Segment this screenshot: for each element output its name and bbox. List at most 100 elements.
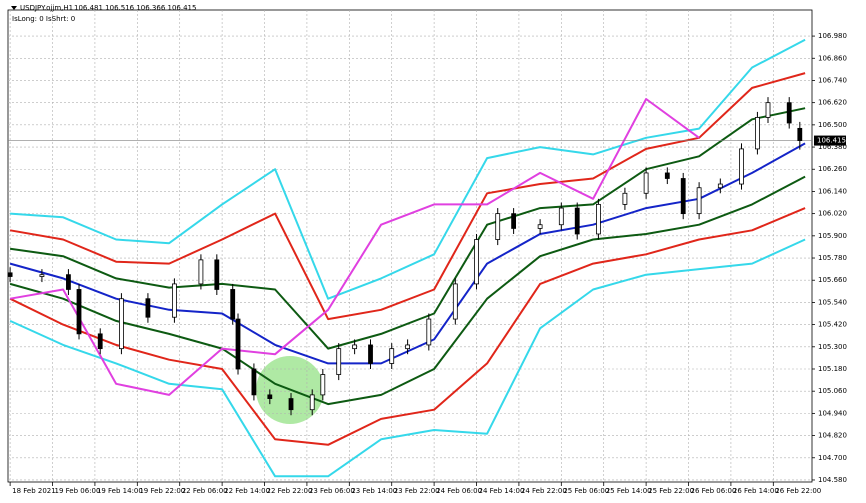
candle-body [558, 207, 564, 226]
y-tick-label: 106.140 [818, 187, 847, 195]
candle-body [511, 213, 517, 229]
x-tick-label: 25 Feb 06:00 [563, 487, 609, 495]
plot-frame [7, 9, 813, 483]
y-tick-label: 104.940 [818, 409, 847, 417]
y-tick-label: 106.980 [818, 32, 847, 40]
x-tick-label: 22 Feb 06:00 [182, 487, 228, 495]
candle-body [495, 213, 501, 240]
x-tick-label: 18 Feb 2021 [12, 487, 56, 495]
candle-body [755, 117, 760, 150]
candle-body [405, 344, 411, 350]
chart-subtitle: 106.481 106.516 106.366 106.415 [74, 4, 196, 12]
indicator-line [9, 107, 806, 350]
candle-body [622, 192, 628, 205]
symbol-icon [11, 6, 17, 10]
candle-body [664, 172, 670, 179]
y-tick-label: 106.740 [818, 76, 847, 84]
y-tick-label: 104.580 [818, 476, 847, 484]
chart-title: USDJPY.ojjm,H1 [20, 4, 73, 12]
y-tick-label: 104.820 [818, 432, 847, 440]
x-tick-label: 24 Feb 14:00 [479, 487, 525, 495]
y-tick-label: 106.860 [818, 54, 847, 62]
candle-body [267, 394, 273, 399]
x-tick-label: 23 Feb 22:00 [394, 487, 440, 495]
indicator-line [10, 38, 806, 300]
x-tick-label: 24 Feb 06:00 [436, 487, 482, 495]
candle-body [537, 224, 543, 229]
y-tick-label: 105.300 [818, 343, 847, 351]
x-tick-label: 25 Feb 14:00 [606, 487, 652, 495]
candle-body [172, 283, 177, 318]
x-tick-label: 26 Feb 22:00 [775, 487, 821, 495]
y-tick-label: 105.420 [818, 321, 847, 329]
candle-body [352, 344, 358, 350]
candle-body [680, 178, 686, 215]
candle-body [765, 102, 771, 118]
candle-body [452, 283, 458, 320]
y-tick-label: 104.700 [818, 454, 847, 462]
candle-body [426, 318, 432, 346]
candle-body [717, 183, 723, 189]
candle-body [574, 207, 580, 235]
candle-body [368, 344, 373, 364]
y-tick-label: 106.260 [818, 165, 847, 173]
candle-body [251, 368, 257, 396]
candle-body [336, 348, 342, 375]
x-tick-label: 26 Feb 14:00 [733, 487, 779, 495]
x-tick-label: 23 Feb 06:00 [309, 487, 355, 495]
candle-body [66, 274, 71, 290]
x-tick-label: 26 Feb 06:00 [691, 487, 737, 495]
x-tick-label: 23 Feb 14:00 [351, 487, 397, 495]
info-text: IsLong: 0 IsShrt: 0 [12, 15, 75, 23]
candle-body [198, 259, 204, 285]
x-tick-label: 24 Feb 22:00 [521, 487, 567, 495]
y-tick-label: 106.020 [818, 210, 847, 218]
x-tick-label: 19 Feb 22:00 [139, 487, 185, 495]
y-tick-label: 106.620 [818, 99, 847, 107]
candle-body [145, 298, 151, 318]
candle-body [235, 318, 241, 370]
indicator-layer [8, 38, 812, 478]
y-tick-label: 105.060 [818, 387, 847, 395]
x-tick-label: 22 Feb 14:00 [224, 487, 270, 495]
indicator-line [9, 72, 806, 321]
candle-body [7, 272, 13, 277]
x-tick-label: 25 Feb 22:00 [648, 487, 694, 495]
candle-body [596, 203, 601, 235]
y-tick-label: 105.540 [818, 298, 847, 306]
candle-body [786, 102, 792, 124]
candle-body [474, 239, 479, 285]
x-tick-label: 19 Feb 14:00 [97, 487, 143, 495]
y-tick-label: 105.900 [818, 232, 847, 240]
candle-body [739, 148, 744, 185]
indicator-line [9, 207, 806, 446]
candle-body [389, 348, 395, 364]
candle-body [643, 172, 649, 194]
y-tick-label: 106.500 [818, 121, 847, 129]
candle-layer [7, 97, 803, 416]
candle-body [214, 259, 220, 290]
label-layer: 106.980 106.860 106.740 106.620 106.500 106.3… [9, 32, 847, 495]
x-tick-label: 19 Feb 06:00 [55, 487, 101, 495]
candle-body [696, 187, 702, 215]
candle-body [39, 274, 45, 277]
candle-body [797, 127, 803, 141]
price-label: 106.415 [817, 137, 846, 145]
candle-body [309, 394, 315, 411]
price-box [814, 135, 846, 146]
candle-body [119, 298, 124, 350]
indicator-line [9, 98, 700, 396]
indicator-line [9, 175, 806, 406]
x-tick-label: 22 Feb 22:00 [267, 487, 313, 495]
candle-body [288, 398, 294, 411]
y-tick-label: 105.180 [818, 365, 847, 373]
indicator-line [9, 238, 806, 478]
y-tick-label: 105.660 [818, 276, 847, 284]
candle-body [76, 289, 82, 335]
y-tick-label: 105.780 [818, 254, 847, 262]
candle-body [320, 374, 326, 396]
candle-body [97, 333, 103, 350]
y-tick-label: 106.380 [818, 143, 847, 151]
